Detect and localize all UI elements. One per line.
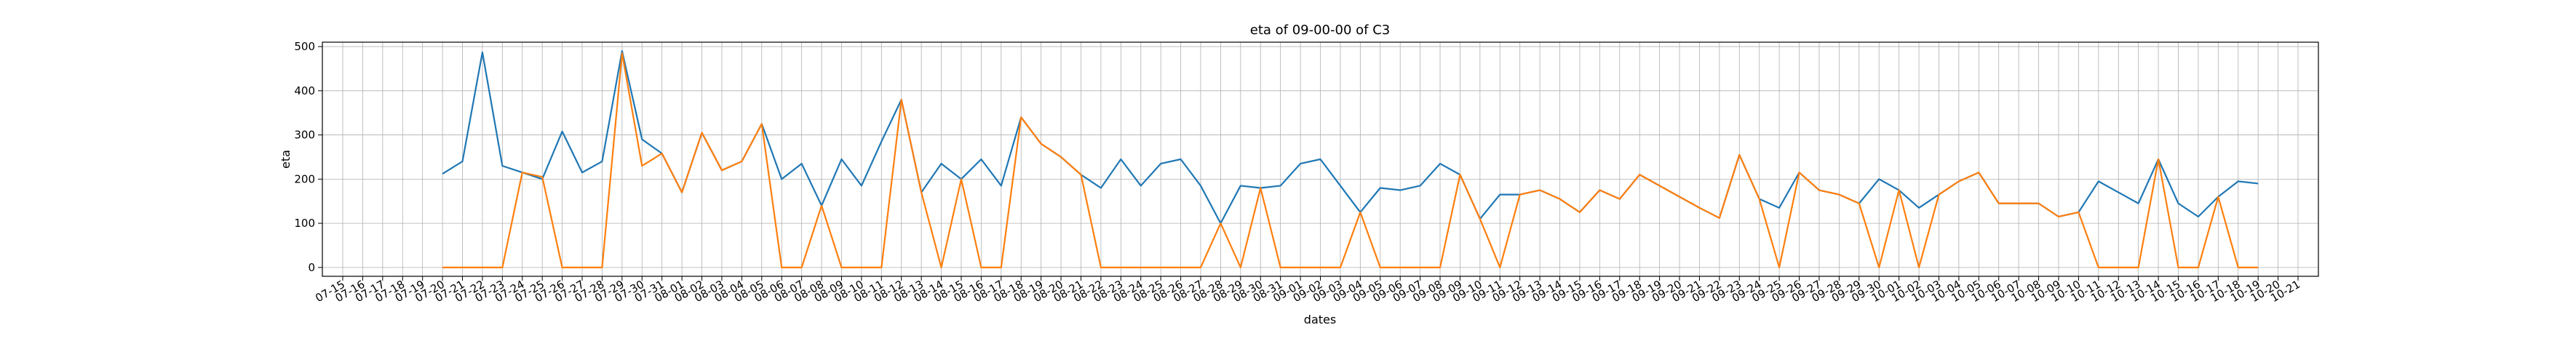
- y-tick-label: 400: [294, 84, 315, 97]
- x-axis-ticks: 07-1507-1607-1707-1807-1907-2007-2107-22…: [313, 276, 2302, 305]
- y-axis-label: eta: [279, 150, 293, 169]
- y-tick-label: 300: [294, 129, 315, 142]
- y-tick-label: 500: [294, 40, 315, 53]
- y-axis-ticks: 0 100 200 300 400 500: [294, 40, 322, 274]
- grid: [322, 42, 2318, 276]
- y-tick-label: 0: [308, 261, 315, 274]
- series-lines: [442, 50, 2259, 268]
- x-axis-label: dates: [1304, 313, 1336, 326]
- series-line-2: [442, 52, 2259, 268]
- chart-title: eta of 09-00-00 of C3: [1250, 23, 1390, 38]
- y-tick-label: 100: [294, 217, 315, 230]
- y-tick-label: 200: [294, 172, 315, 185]
